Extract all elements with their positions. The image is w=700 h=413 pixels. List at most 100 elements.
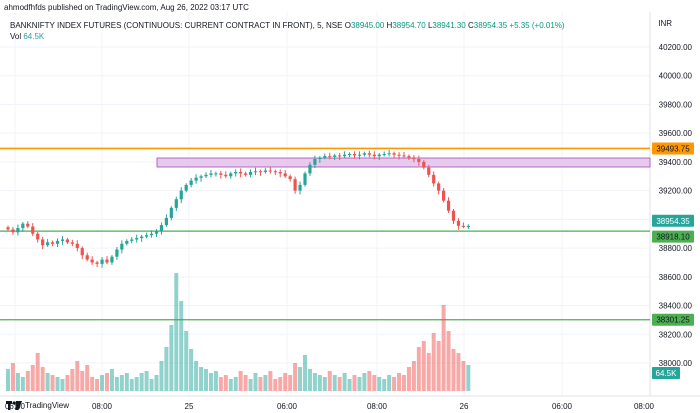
candle-body[interactable] [442,190,446,201]
candle-body[interactable] [16,227,20,233]
candle-body[interactable] [154,230,159,234]
candle-body[interactable] [209,173,213,175]
resistance-zone[interactable] [156,157,651,168]
candle-body[interactable] [100,259,104,264]
candle-body[interactable] [466,225,470,227]
candle-body[interactable] [145,235,149,237]
candle-body[interactable] [125,240,129,244]
candle-body[interactable] [387,153,391,155]
candle-body[interactable] [70,242,74,244]
candle-body[interactable] [90,259,94,263]
candle-body[interactable] [313,159,317,165]
candle-body[interactable] [253,171,258,173]
candle-body[interactable] [229,173,233,177]
candle-body[interactable] [308,164,312,174]
candle-body[interactable] [258,171,263,173]
candle-body[interactable] [194,177,198,181]
candle-body[interactable] [46,242,50,246]
candle-body[interactable] [11,229,15,233]
candle-body[interactable] [427,167,431,175]
candle-body[interactable] [298,184,302,191]
candle-body[interactable] [293,179,297,191]
candle-body[interactable] [283,173,287,177]
candle-body[interactable] [169,207,173,218]
candle-body[interactable] [437,183,441,191]
candle-body[interactable] [422,161,426,168]
candle-body[interactable] [367,153,371,155]
candle-body[interactable] [179,190,183,200]
candle-body[interactable] [21,223,25,228]
candle-body[interactable] [234,171,238,174]
candle-body[interactable] [268,170,272,172]
candle-body[interactable] [204,174,208,177]
candle-body[interactable] [55,240,60,244]
candle-body[interactable] [65,239,69,243]
orange-level-tag[interactable] [652,142,694,155]
candle-body[interactable] [343,154,347,157]
candle-body[interactable] [382,154,386,156]
last-price-tag[interactable] [652,214,694,227]
candle-body[interactable] [184,184,188,191]
candle-body[interactable] [397,154,401,156]
candle-body[interactable] [288,176,292,180]
candle-body[interactable] [85,255,89,260]
candle-body[interactable] [263,170,267,172]
candle-body[interactable] [461,225,465,227]
footer-brand[interactable]: TradingView [6,401,69,410]
candle-body[interactable] [347,154,352,156]
candle-body[interactable] [362,153,366,155]
candle-body[interactable] [323,156,327,158]
candle-body[interactable] [95,262,99,264]
candle-body[interactable] [60,239,65,241]
candle-body[interactable] [273,171,277,173]
candle-body[interactable] [174,199,178,208]
candle-body[interactable] [278,171,282,174]
candle-body[interactable] [36,233,40,240]
candle-body[interactable] [80,248,84,256]
candle-body[interactable] [120,243,124,250]
candle-body[interactable] [407,156,411,158]
candle-body[interactable] [456,220,461,226]
candle-body[interactable] [417,159,421,162]
candle-body[interactable] [239,171,243,174]
volume-level-tag[interactable] [652,313,694,326]
candle-body[interactable] [392,153,396,155]
candle-body[interactable] [338,155,342,157]
volume-label[interactable]: Vol [10,32,22,41]
candle-body[interactable] [189,180,193,185]
candle-body[interactable] [248,171,253,175]
candle-body[interactable] [140,236,144,239]
candle-body[interactable] [219,173,223,175]
candle-body[interactable] [105,259,109,263]
candle-body[interactable] [115,249,119,257]
candle-body[interactable] [352,154,357,156]
green-level-tag[interactable] [652,230,694,243]
candle-body[interactable] [6,227,10,230]
candle-body[interactable] [199,176,203,178]
candle-body[interactable] [357,154,362,156]
candle-body[interactable] [26,223,30,227]
candle-body[interactable] [135,238,139,240]
candle-body[interactable] [41,239,45,246]
candle-body[interactable] [412,157,416,160]
candle-body[interactable] [328,156,332,158]
candle-body[interactable] [446,200,451,211]
candle-body[interactable] [451,210,456,221]
candle-body[interactable] [402,155,406,157]
candle-body[interactable] [110,256,114,263]
candle-body[interactable] [372,154,376,157]
currency-label[interactable]: INR [658,19,672,28]
candle-body[interactable] [224,174,228,177]
candle-body[interactable] [303,173,307,185]
candle-body[interactable] [214,173,218,175]
candle-body[interactable] [333,155,337,157]
volume-value-tag[interactable] [652,367,680,379]
candle-body[interactable] [318,157,322,160]
candle-body[interactable] [164,217,168,226]
candle-body[interactable] [432,174,436,184]
candle-body[interactable] [244,173,248,175]
candle-body[interactable] [130,239,134,241]
candle-body[interactable] [75,243,79,249]
symbol-title[interactable]: BANKNIFTY INDEX FUTURES (CONTINUOUS: CUR… [10,21,343,30]
